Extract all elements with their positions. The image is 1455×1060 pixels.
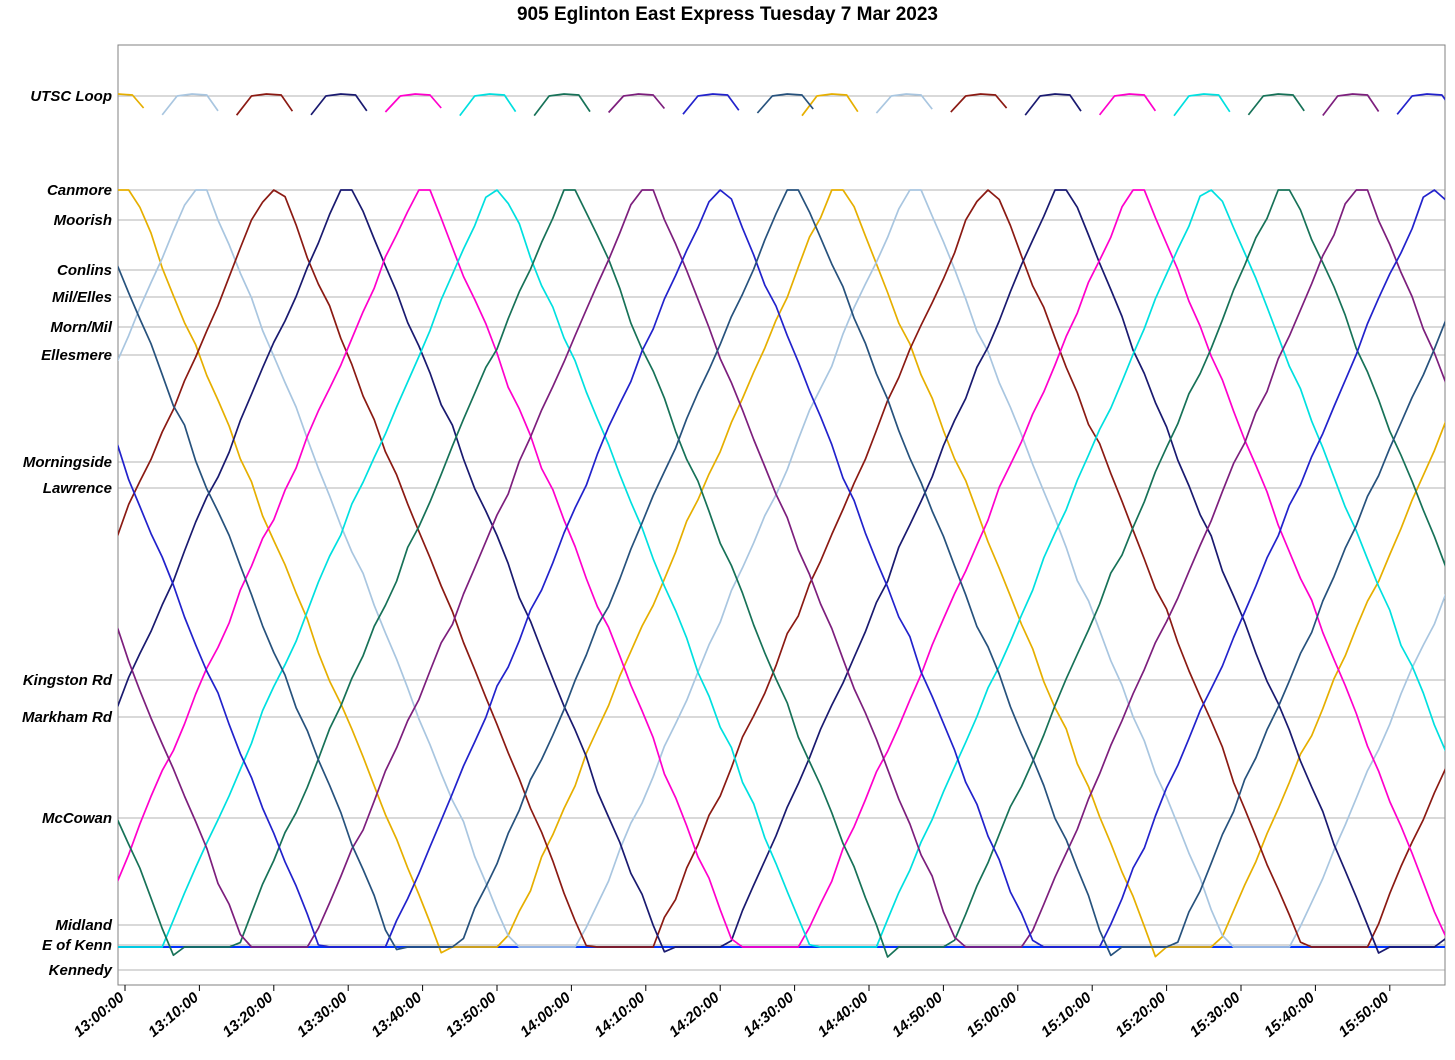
x-tick-label: 15:00:00 [963, 989, 1020, 1041]
vehicle-5-utsc-loop [384, 93, 442, 113]
x-tick-label: 13:10:00 [145, 989, 202, 1041]
x-tick-label: 13:40:00 [368, 989, 425, 1041]
vehicle-6-trajectory [118, 189, 1445, 948]
x-tick-label: 15:10:00 [1038, 989, 1095, 1041]
vehicle-3-trajectory [118, 189, 1445, 948]
station-label-ellesmere: Ellesmere [41, 347, 112, 364]
vehicle-9-trajectory [118, 189, 1445, 948]
vehicle-1-utsc-loop [801, 93, 859, 117]
x-tick-label: 15:50:00 [1335, 989, 1392, 1041]
vehicle-7-utsc-loop [1247, 93, 1305, 116]
vehicle-4-utsc-loop [1024, 93, 1082, 116]
chart-title: 905 Eglinton East Express Tuesday 7 Mar … [516, 4, 938, 25]
vehicle-9-utsc-loop [682, 93, 740, 115]
station-label-moorish: Moorish [54, 212, 112, 229]
vehicle-4-utsc-loop [310, 93, 368, 116]
x-tick-label: 13:30:00 [294, 989, 351, 1041]
x-tick-label: 14:20:00 [666, 989, 723, 1041]
vehicle-7-utsc-loop [533, 93, 591, 117]
station-label-canmore: Canmore [47, 182, 112, 199]
vehicle-2-trajectory [118, 189, 1445, 948]
x-tick-label: 15:20:00 [1112, 989, 1169, 1041]
station-label-markham-rd: Markham Rd [22, 709, 113, 726]
x-tick-label: 13:50:00 [443, 989, 500, 1041]
station-label-lawrence: Lawrence [43, 480, 112, 497]
vehicle-10-trajectory [118, 189, 1445, 957]
x-tick-label: 15:30:00 [1187, 989, 1244, 1041]
x-tick-label: 13:20:00 [219, 989, 276, 1041]
vehicle-8-utsc-loop [1322, 93, 1380, 117]
vehicle-9-utsc-loop [1396, 93, 1445, 115]
vehicle-3-utsc-loop [235, 93, 294, 116]
station-label-morn-mil: Morn/Mil [50, 319, 112, 336]
plot-border [117, 44, 1446, 986]
x-tick-label: 14:00:00 [517, 989, 574, 1041]
vehicle-1-trajectory [118, 189, 1445, 958]
station-label-morningside: Morningside [23, 454, 112, 471]
station-label-mil-elles: Mil/Elles [52, 289, 112, 306]
x-tick-label: 14:50:00 [889, 989, 946, 1041]
vehicle-2-utsc-loop [161, 93, 219, 116]
vehicle-5-utsc-loop [1098, 93, 1157, 116]
station-label-midland: Midland [55, 917, 112, 934]
x-tick-label: 13:00:00 [71, 989, 128, 1041]
x-tick-label: 14:10:00 [591, 989, 648, 1041]
vehicle-8-trajectory [118, 189, 1445, 948]
station-label-conlins: Conlins [57, 262, 112, 279]
vehicle-4-trajectory [118, 189, 1445, 954]
station-label-mccowan: McCowan [42, 810, 112, 827]
vehicle-2-utsc-loop [875, 93, 933, 114]
station-label-kennedy: Kennedy [49, 962, 113, 979]
x-tick-label: 15:40:00 [1261, 989, 1318, 1041]
vehicle-1-utsc-loop [118, 93, 145, 109]
vehicle-6-utsc-loop [1173, 93, 1231, 117]
vehicle-7-trajectory [118, 189, 1445, 958]
vehicle-6-utsc-loop [459, 93, 517, 117]
station-label-e-of-kenn: E of Kenn [42, 937, 112, 954]
station-label-utsc-loop: UTSC Loop [30, 88, 112, 105]
vehicle-10-utsc-loop [756, 93, 814, 114]
station-label-kingston-rd: Kingston Rd [23, 672, 113, 689]
x-tick-label: 14:40:00 [815, 989, 872, 1041]
vehicle-3-utsc-loop [950, 93, 1008, 113]
x-tick-label: 14:30:00 [740, 989, 797, 1041]
vehicle-8-utsc-loop [607, 93, 666, 114]
vehicle-5-trajectory [118, 189, 1445, 948]
